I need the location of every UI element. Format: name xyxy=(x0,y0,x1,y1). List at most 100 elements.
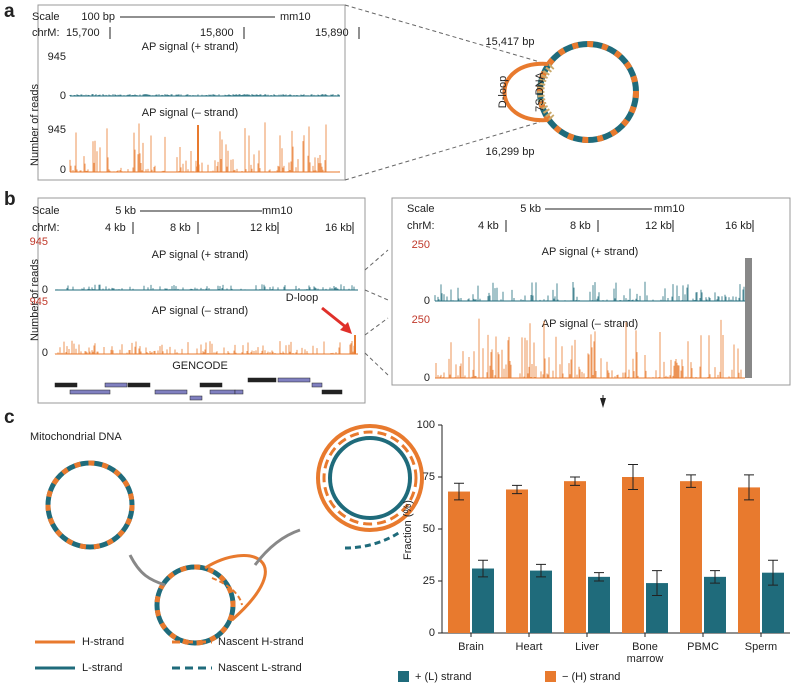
label: 5 kb xyxy=(520,203,541,215)
gene xyxy=(189,395,203,401)
gray-bar xyxy=(745,258,752,378)
error-bar xyxy=(744,474,754,501)
y-tick-label: 100 xyxy=(417,419,435,431)
bar xyxy=(762,572,784,633)
error-bar xyxy=(512,484,522,495)
error-bar xyxy=(686,474,696,488)
error-bar xyxy=(454,482,464,501)
signal-track xyxy=(54,340,358,354)
label: 250 xyxy=(412,314,430,326)
gene xyxy=(199,382,223,388)
panel-b-right-box xyxy=(391,197,791,386)
legend-label: − (H) strand xyxy=(562,671,620,683)
label: 16,299 bp xyxy=(486,146,535,158)
panel-label: b xyxy=(4,189,16,210)
legend-label: + (L) strand xyxy=(415,671,472,683)
label: 16 kb xyxy=(325,222,352,234)
zoom-line xyxy=(344,4,541,63)
label: 8 kb xyxy=(570,220,591,232)
gene xyxy=(277,377,311,383)
label: 16 kb xyxy=(725,220,752,232)
l-ring xyxy=(328,436,412,520)
panel-label: a xyxy=(4,1,15,22)
bar xyxy=(704,576,726,633)
label: 945 xyxy=(48,51,66,63)
panel-a-box xyxy=(37,4,346,181)
label: AP signal (– strand) xyxy=(142,107,238,119)
label: chrM: xyxy=(32,27,60,39)
error-bar xyxy=(628,464,638,490)
label: 945 xyxy=(30,236,48,248)
label: chrM: xyxy=(407,220,435,232)
7s-dna xyxy=(537,63,555,121)
label: 0 xyxy=(60,90,66,102)
label: 15,800 xyxy=(200,27,234,39)
red-arrowhead xyxy=(340,322,352,334)
legend-swatch xyxy=(545,671,556,682)
h-strand-loop xyxy=(204,554,267,622)
label: L-strand xyxy=(82,662,122,674)
label: Scale xyxy=(32,205,60,217)
legend-swatch xyxy=(398,671,409,682)
bar xyxy=(564,481,586,633)
label: 15,700 xyxy=(66,27,100,39)
label: 8 kb xyxy=(170,222,191,234)
label: 12 kb xyxy=(645,220,672,232)
y-tick-label: 0 xyxy=(429,627,435,639)
label: mm10 xyxy=(280,11,311,23)
label: Number of reads xyxy=(29,259,41,341)
label: 15,890 xyxy=(315,27,349,39)
label: 5 kb xyxy=(115,205,136,217)
gene xyxy=(69,389,111,395)
label: AP signal (– strand) xyxy=(542,318,638,330)
x-tick-label: PBMC xyxy=(687,641,719,653)
zoom-line xyxy=(364,249,389,271)
y-tick-label: 25 xyxy=(423,575,435,587)
label: Nascent H-strand xyxy=(218,636,304,648)
error-bar xyxy=(536,563,546,578)
label: Mitochondrial DNA xyxy=(30,431,122,443)
h-ring xyxy=(316,424,424,532)
gene xyxy=(234,389,244,395)
bar xyxy=(530,570,552,633)
label: 4 kb xyxy=(478,220,499,232)
bar xyxy=(738,487,760,633)
label: 0 xyxy=(42,284,48,296)
nascent-l xyxy=(344,530,401,550)
label: Scale xyxy=(32,11,60,23)
gene xyxy=(154,389,188,395)
red-arrow xyxy=(321,306,348,330)
label: 250 xyxy=(412,239,430,251)
signal-track xyxy=(69,122,340,172)
error-bar xyxy=(594,572,604,582)
bar xyxy=(680,481,702,633)
bar xyxy=(472,568,494,633)
gene xyxy=(209,389,236,395)
bar xyxy=(506,489,528,633)
error-bar xyxy=(710,570,720,584)
x-tick-label: Bone marrow xyxy=(626,641,664,665)
label: 0 xyxy=(424,372,430,384)
zoom-line xyxy=(364,317,389,336)
error-bar xyxy=(478,559,488,578)
gene xyxy=(311,382,323,388)
label: AP signal (+ strand) xyxy=(142,41,239,53)
decor xyxy=(35,4,791,670)
label: Fraction (%) xyxy=(402,500,414,560)
label: mm10 xyxy=(654,203,685,215)
label: 945 xyxy=(48,124,66,136)
label: AP signal (+ strand) xyxy=(152,249,249,261)
mtdna-circle xyxy=(537,41,639,143)
label: 4 kb xyxy=(105,222,126,234)
label: AP signal (+ strand) xyxy=(542,246,639,258)
bar xyxy=(646,583,668,633)
x-tick-label: Heart xyxy=(515,641,543,653)
flow-arrow xyxy=(253,528,301,566)
gene xyxy=(104,382,128,388)
label: 0 xyxy=(424,295,430,307)
nascent-h xyxy=(211,577,243,606)
signal-track xyxy=(54,284,357,290)
panel-b-left-box xyxy=(37,197,366,404)
y-tick-label: 75 xyxy=(423,471,435,483)
